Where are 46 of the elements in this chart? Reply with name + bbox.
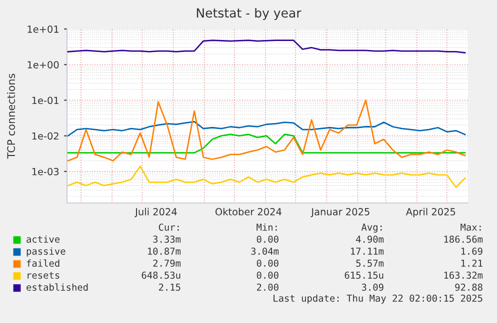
line-series (67, 134, 466, 154)
text: 1.21 (461, 260, 482, 267)
text: 0.00 (256, 236, 278, 243)
text: 0.00 (256, 260, 278, 267)
y-tick-label: 1e+00 (28, 61, 59, 68)
text: 3.04m (251, 248, 279, 255)
text: Cur: (158, 224, 179, 231)
y-tick-label: 1e-02 (32, 132, 58, 140)
text: 0.00 (256, 272, 278, 279)
text: 163.32m (444, 272, 483, 279)
y-tick-label: 1e-03 (32, 168, 59, 176)
legend-label: failed (26, 259, 60, 267)
text: 1.69 (461, 248, 482, 255)
legend-label: resets (28, 272, 60, 279)
text: 3.33m (153, 236, 181, 243)
x-tick-label: Oktober 2024 (215, 208, 282, 216)
text: 2.79m (153, 260, 181, 267)
legend-label: passive (26, 247, 66, 257)
text: 10.87m (148, 248, 181, 255)
x-tick-label: Juli 2024 (134, 208, 177, 218)
y-axis-title: TCP connections (6, 74, 16, 159)
legend-label: active (26, 235, 60, 243)
line-series (67, 120, 466, 137)
text: 17.11m (351, 248, 384, 255)
line-series (67, 40, 466, 54)
text: 4.90m (356, 236, 384, 243)
text: Last update: Thu May 22 02:00:15 2025 (274, 294, 482, 304)
text: 615.15u (344, 272, 384, 279)
line-series (67, 166, 466, 188)
line-series (67, 100, 466, 162)
text: 2.15 (158, 284, 180, 291)
text: 3.09 (362, 284, 384, 291)
text: Avg: (361, 224, 382, 233)
y-tick-label: 1e+01 (28, 25, 58, 33)
text: 2.00 (256, 284, 278, 291)
y-tick-label: 1e-01 (32, 96, 58, 104)
x-tick-label: April 2025 (406, 208, 456, 218)
legend-label: established (26, 283, 88, 291)
text: Max: (460, 224, 481, 231)
text: 92.88 (455, 284, 482, 291)
text: Min: (256, 223, 277, 231)
text: 648.53u (142, 272, 180, 279)
text: 186.56m (444, 236, 483, 243)
text: 5.57m (356, 260, 384, 267)
x-tick-label: Januar 2025 (310, 208, 370, 218)
chart-title: Netstat - by year (196, 8, 302, 20)
